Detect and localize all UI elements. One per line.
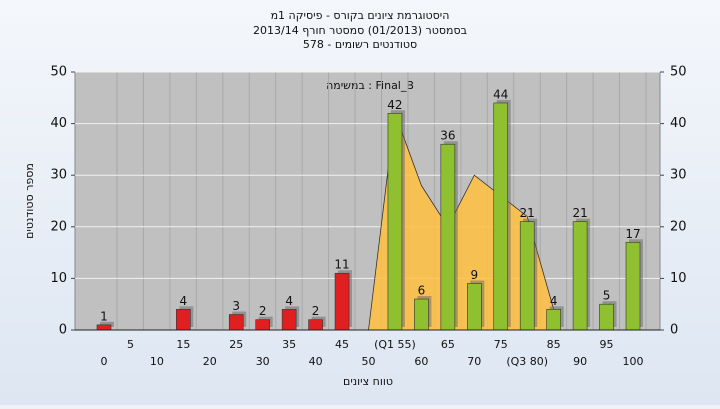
data-label: 4	[180, 294, 188, 308]
x-tick-label: 30	[256, 355, 270, 368]
bar	[546, 309, 561, 331]
bar-shadow	[100, 321, 114, 327]
y-tick-label: 0	[59, 323, 67, 338]
annotation: במשימה : Final_B	[326, 79, 414, 92]
x-tick-label: 10	[150, 355, 164, 368]
bar	[466, 283, 482, 331]
x-tick-label: 35	[282, 338, 296, 351]
bar	[281, 309, 297, 331]
data-label: 9	[470, 268, 478, 282]
chart-subtitle: בסמסטר (01/2013) סמסטר חורף 2013/14	[253, 24, 467, 37]
bar	[255, 319, 270, 331]
x-tick-label: 70	[467, 355, 481, 368]
data-label: 42	[387, 98, 402, 112]
x-tick-label: 25	[229, 338, 243, 351]
data-label: 3	[232, 299, 240, 313]
x-tick-label: 100	[623, 355, 644, 368]
bar	[572, 221, 588, 331]
x-tick-label: 75	[494, 338, 508, 351]
bar	[228, 314, 244, 331]
y-tick-label: 50	[50, 65, 67, 80]
x-tick-label: 85	[547, 338, 561, 351]
data-label: 4	[550, 294, 558, 308]
data-label: 4	[285, 294, 293, 308]
x-tick-label: 50	[362, 355, 376, 368]
data-label: 36	[440, 129, 455, 143]
x-tick-label: (Q1 55)	[374, 338, 416, 351]
x-tick-label: 0	[101, 355, 108, 368]
data-label: 11	[334, 258, 349, 272]
y2-tick-label: 40	[670, 116, 687, 131]
y-tick-label: 10	[50, 271, 67, 286]
y-axis-label: מספר סטודנטים	[23, 163, 36, 239]
data-label: 6	[418, 284, 426, 298]
data-label: 21	[572, 206, 587, 220]
x-tick-label: 15	[176, 338, 190, 351]
x-tick-label: 95	[600, 338, 614, 351]
bar	[176, 309, 191, 331]
data-label: 2	[312, 304, 320, 318]
y2-tick-label: 0	[670, 323, 678, 338]
data-label: 44	[493, 87, 508, 101]
bar	[493, 102, 509, 331]
data-label: 1	[100, 309, 108, 323]
x-axis-label: טווח ציונים	[343, 375, 393, 388]
chart-title: היסטוגרמת ציונים בקורס - פיסיקה 1מ	[271, 9, 450, 22]
x-tick-label: 5	[127, 338, 134, 351]
y2-tick-label: 30	[670, 168, 687, 183]
bar	[96, 324, 112, 331]
y-tick-label: 40	[50, 116, 67, 131]
x-tick-label: 40	[309, 355, 323, 368]
bar	[387, 112, 403, 331]
x-tick-label: 90	[573, 355, 587, 368]
x-tick-label: 65	[441, 338, 455, 351]
bar	[519, 221, 535, 331]
data-label: 2	[259, 304, 267, 318]
chart-subtitle: סטודנטים רשומים - 578	[303, 38, 417, 51]
x-tick-label: 45	[335, 338, 349, 351]
data-label: 21	[520, 206, 535, 220]
y2-tick-label: 50	[670, 65, 687, 80]
y2-tick-label: 20	[670, 219, 687, 234]
bar	[414, 298, 429, 331]
data-label: 17	[625, 227, 640, 241]
bar	[308, 319, 323, 331]
plot-area	[74, 71, 661, 331]
data-label: 5	[603, 289, 611, 303]
bar	[440, 143, 456, 331]
y-tick-label: 20	[50, 219, 67, 234]
y2-tick-label: 10	[670, 271, 687, 286]
x-tick-label: 20	[203, 355, 217, 368]
x-tick-label: 60	[414, 355, 428, 368]
y-tick-label: 30	[50, 168, 67, 183]
x-tick-label: (Q3 80)	[506, 355, 548, 368]
bar	[599, 303, 614, 331]
bar	[334, 272, 350, 331]
bar	[625, 241, 641, 331]
